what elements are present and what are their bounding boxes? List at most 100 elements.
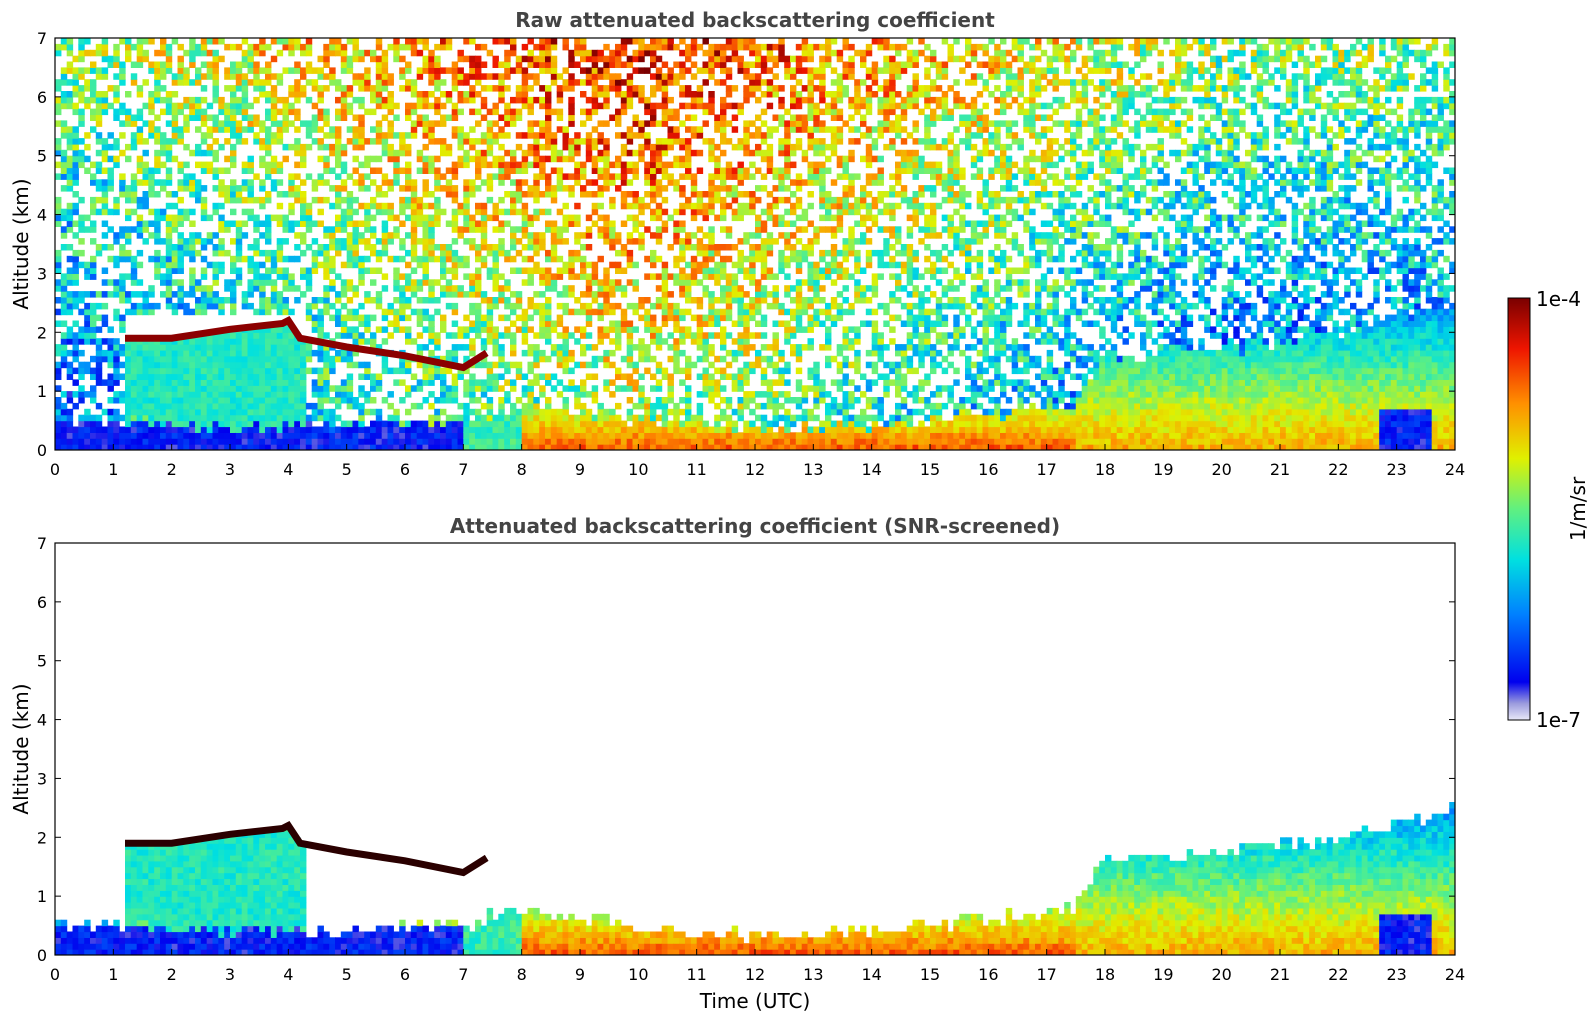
heatmap-cell <box>305 67 313 74</box>
heatmap-cell <box>457 132 464 139</box>
heatmap-cell <box>125 420 132 428</box>
heatmap-cell <box>66 391 74 398</box>
heatmap-cell <box>154 232 161 239</box>
heatmap-cell <box>212 397 219 404</box>
heatmap-cell <box>644 120 651 127</box>
heatmap-cell <box>282 273 289 280</box>
heatmap-cell <box>358 432 365 439</box>
heatmap-cell <box>720 432 727 439</box>
heatmap-cell <box>422 226 429 233</box>
heatmap-cell <box>358 267 365 274</box>
heatmap-cell <box>405 420 412 428</box>
heatmap-cell <box>550 149 558 157</box>
heatmap-cell <box>626 91 634 98</box>
heatmap-cell <box>311 349 319 357</box>
heatmap-cell <box>212 379 219 386</box>
heatmap-cell <box>597 432 604 439</box>
heatmap-cell <box>253 355 260 363</box>
heatmap-cell <box>416 238 424 245</box>
heatmap-cell <box>101 38 109 45</box>
heatmap-cell <box>323 143 330 151</box>
heatmap-cell <box>568 214 575 222</box>
heatmap-cell <box>655 255 663 263</box>
heatmap-cell <box>574 202 581 210</box>
heatmap-cell <box>60 285 68 292</box>
heatmap-cell <box>72 220 79 227</box>
heatmap-cell <box>562 132 569 139</box>
heatmap-cell <box>620 285 628 292</box>
heatmap-cell <box>644 438 651 445</box>
heatmap-cell <box>60 297 68 304</box>
heatmap-cell <box>416 102 424 110</box>
heatmap-cell <box>200 297 208 304</box>
heatmap-cell <box>113 414 120 422</box>
heatmap-cell <box>702 120 709 127</box>
heatmap-cell <box>533 232 540 239</box>
heatmap-cell <box>644 397 651 404</box>
heatmap-cell <box>177 438 184 445</box>
heatmap-cell <box>515 291 523 298</box>
heatmap-cell <box>580 91 587 98</box>
heatmap-cell <box>113 114 120 121</box>
heatmap-cell <box>95 420 103 428</box>
heatmap-cell <box>282 297 289 304</box>
heatmap-cell <box>329 385 336 392</box>
heatmap-cell <box>451 191 459 198</box>
heatmap-cell <box>60 291 68 298</box>
heatmap-cell <box>95 355 103 363</box>
heatmap-cell <box>195 414 202 422</box>
heatmap-cell <box>113 444 120 450</box>
heatmap-cell <box>690 191 698 198</box>
heatmap-cell <box>550 108 558 116</box>
heatmap-cell <box>282 220 289 227</box>
heatmap-cell <box>679 438 686 445</box>
heatmap-cell <box>416 308 424 316</box>
heatmap-cell <box>119 173 126 180</box>
heatmap-cell <box>259 308 266 316</box>
heatmap-cell <box>265 249 272 257</box>
heatmap-cell <box>422 214 429 222</box>
heatmap-cell <box>708 108 715 116</box>
heatmap-cell <box>650 167 657 174</box>
heatmap-cell <box>731 420 739 428</box>
heatmap-cell <box>638 238 645 245</box>
heatmap-cell <box>206 114 214 121</box>
heatmap-cell <box>416 67 424 74</box>
heatmap-cell <box>574 238 581 245</box>
heatmap-cell <box>399 167 406 174</box>
heatmap-cell <box>224 196 231 204</box>
heatmap-cell <box>235 185 243 192</box>
heatmap-cell <box>550 238 558 245</box>
heatmap-cell <box>498 420 505 428</box>
heatmap-cell <box>550 438 558 445</box>
heatmap-cell <box>317 67 324 74</box>
heatmap-cell <box>399 314 406 322</box>
heatmap-cell <box>352 285 359 292</box>
heatmap-cell <box>527 73 534 80</box>
heatmap-cell <box>562 326 569 333</box>
heatmap-cell <box>72 132 79 139</box>
heatmap-cell <box>463 261 470 269</box>
heatmap-cell <box>60 279 68 286</box>
heatmap-cell <box>90 397 97 404</box>
heatmap-cell <box>568 120 575 127</box>
heatmap-cell <box>142 355 149 363</box>
heatmap-cell <box>276 332 284 339</box>
heatmap-cell <box>655 432 663 439</box>
heatmap-cell <box>428 132 435 139</box>
heatmap-cell <box>218 438 225 445</box>
heatmap-cell <box>329 149 336 157</box>
heatmap-cell <box>323 408 330 416</box>
heatmap-cell <box>230 191 237 198</box>
heatmap-cell <box>428 338 435 345</box>
heatmap-cell <box>708 191 715 198</box>
heatmap-cell <box>463 432 470 439</box>
heatmap-cell <box>434 220 441 227</box>
heatmap-cell <box>253 426 260 433</box>
heatmap-cell <box>95 291 103 298</box>
heatmap-cell <box>603 349 610 357</box>
heatmap-cell <box>294 402 301 410</box>
heatmap-cell <box>655 79 663 86</box>
heatmap-cell <box>486 361 494 369</box>
heatmap-cell <box>66 79 74 86</box>
